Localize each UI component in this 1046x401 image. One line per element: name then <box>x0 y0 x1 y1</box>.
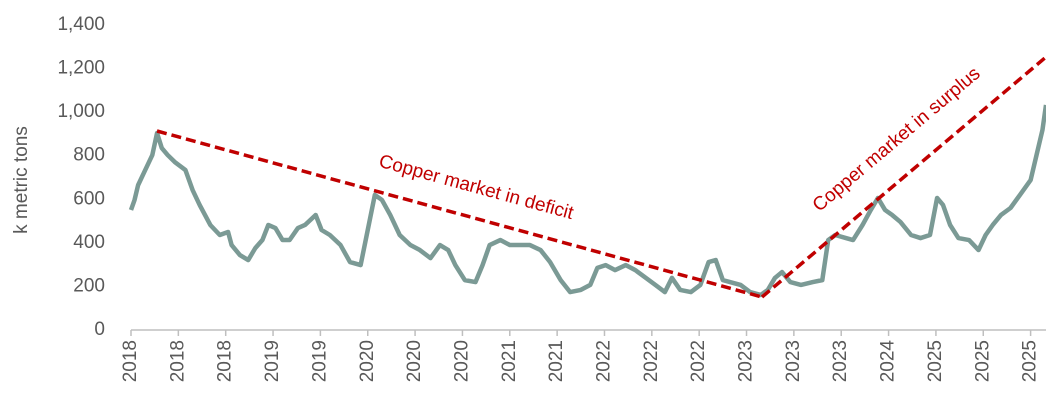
x-tick-label: 2022 <box>593 340 614 382</box>
x-tick-label: 2020 <box>451 340 472 382</box>
y-tick-label: 0 <box>94 319 105 340</box>
x-tick-label: 2024 <box>878 340 899 383</box>
y-tick-label: 200 <box>73 275 105 296</box>
x-tick-label: 2019 <box>309 340 330 382</box>
y-axis-label: k metric tons <box>11 126 32 234</box>
x-tick-label: 2023 <box>783 340 804 382</box>
x-tick-label: 2020 <box>404 340 425 382</box>
data-line <box>128 104 1046 298</box>
x-tick-label: 2020 <box>357 340 378 382</box>
annotation: Copper market in deficit <box>377 151 577 224</box>
x-tick-label: 2025 <box>925 340 946 382</box>
x-tick-label: 2022 <box>688 340 709 382</box>
x-tick-label: 2022 <box>641 340 662 382</box>
x-tick-label: 2023 <box>736 340 757 382</box>
y-tick-label: 1,200 <box>57 58 105 79</box>
x-tick-label: 2021 <box>499 340 520 382</box>
surplus-trend <box>760 55 1046 299</box>
x-tick-label: 2023 <box>830 340 851 382</box>
x-tick-label: 2025 <box>972 340 993 382</box>
y-tick-label: 800 <box>73 145 105 166</box>
x-tick-label: 2025 <box>1020 340 1041 382</box>
y-tick-label: 400 <box>73 232 105 253</box>
y-tick-label: 600 <box>73 188 105 209</box>
x-tick-label: 2021 <box>546 340 567 382</box>
x-tick-label: 2018 <box>167 340 188 382</box>
y-tick-label: 1,400 <box>57 14 105 35</box>
x-tick-label: 2019 <box>262 340 283 382</box>
annotation: Copper market in surplus <box>809 63 985 216</box>
y-tick-label: 1,000 <box>57 101 105 122</box>
x-tick-label: 2018 <box>215 340 236 382</box>
x-tick-label: 2018 <box>120 340 141 382</box>
